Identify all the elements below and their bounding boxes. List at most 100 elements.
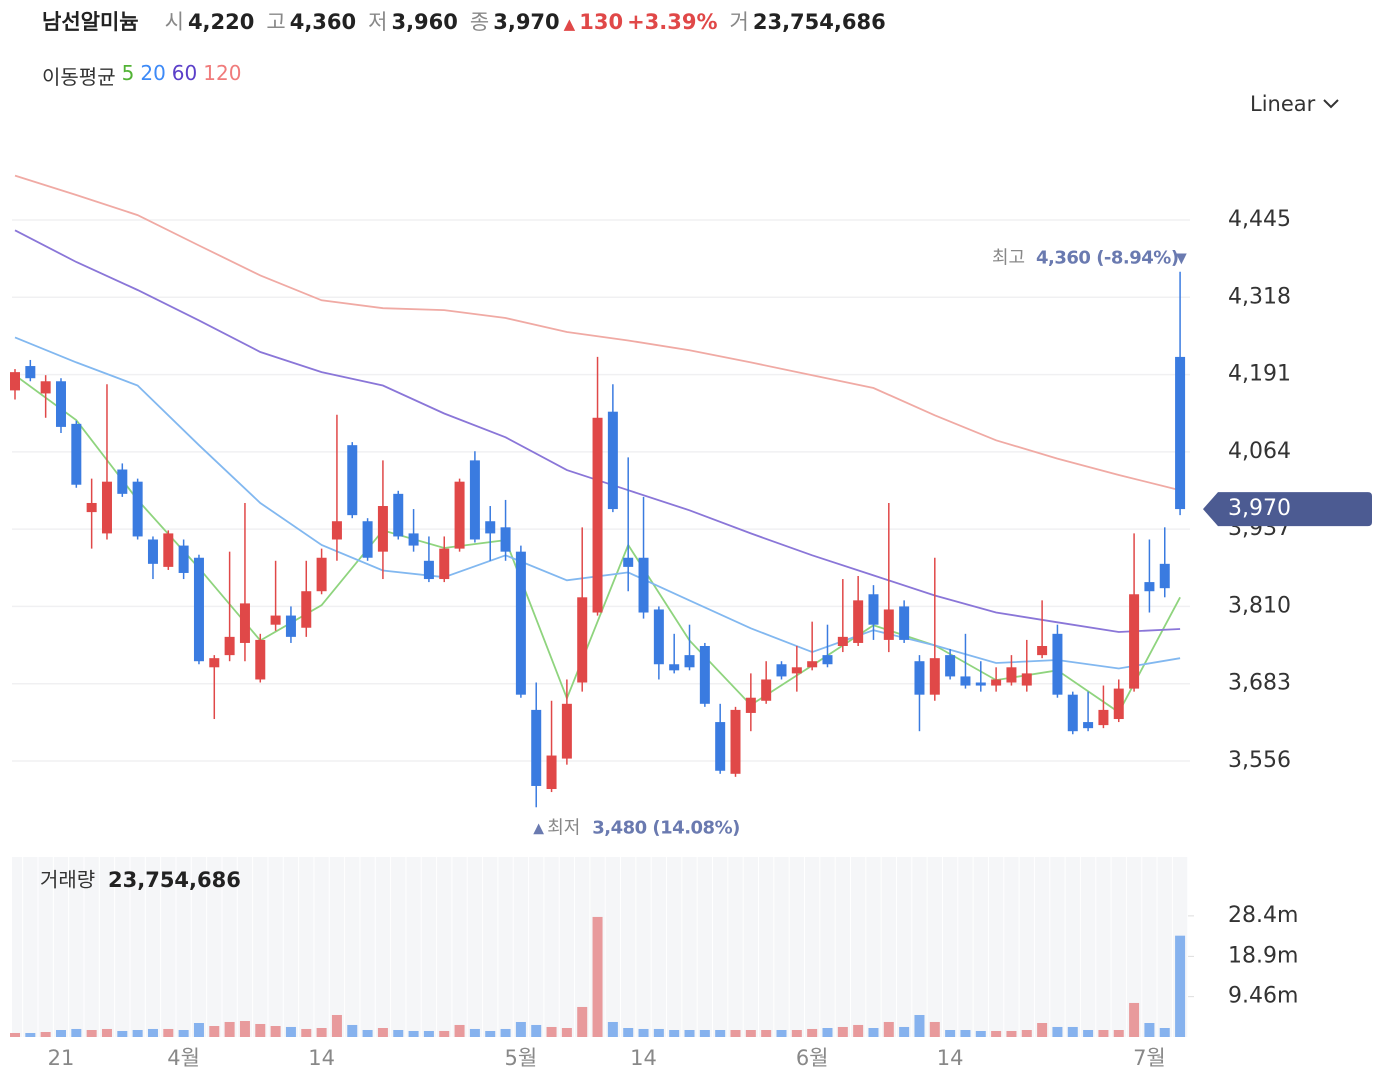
candle-body [914, 661, 925, 695]
candle-body [684, 655, 695, 668]
volume-bar [147, 1028, 158, 1037]
quote-label: 거 [729, 10, 749, 34]
volume-bar [86, 1030, 97, 1037]
volume-bar [945, 1030, 956, 1037]
candle-body [147, 539, 158, 564]
volume-bar [331, 1014, 342, 1037]
volume-bar [561, 1028, 572, 1037]
volume-bar [347, 1024, 358, 1037]
candle-body [1006, 667, 1017, 683]
candle-body [730, 709, 741, 774]
volume-bar [975, 1030, 986, 1037]
candle-body [791, 667, 802, 674]
volume-bar [40, 1032, 51, 1037]
candle-body [653, 609, 664, 665]
volume-bar [285, 1026, 296, 1037]
candle-body [469, 460, 480, 540]
volume-bar [362, 1030, 373, 1037]
volume-bar [715, 1030, 726, 1037]
candle-body [362, 521, 373, 558]
candle-body [776, 664, 787, 677]
volume-bar [623, 1028, 634, 1037]
volume-bar [868, 1028, 879, 1037]
candle-body [822, 655, 833, 665]
y-tick-label: 4,064 [1228, 439, 1291, 464]
volume-bar [991, 1030, 1002, 1037]
volume-bar [10, 1032, 20, 1037]
candle-body [224, 636, 235, 656]
candle-body [331, 521, 342, 540]
candle-body [132, 481, 143, 537]
volume-bar [515, 1021, 526, 1037]
candle-body [101, 481, 112, 534]
ma-line [14, 174, 1181, 492]
volume-bar [1083, 1030, 1094, 1037]
annotation-value: 3,480 (14.08%) [592, 817, 740, 838]
quote-label: 종 [469, 10, 490, 34]
candle-body [40, 381, 51, 394]
volume-bar [1144, 1023, 1155, 1037]
volume-bar [807, 1028, 818, 1037]
volume-bar [853, 1024, 864, 1037]
volume-bar [745, 1030, 756, 1037]
y-tick-label: 3,556 [1228, 748, 1291, 773]
candle-body [255, 639, 266, 680]
x-tick-label: 21 [48, 1046, 75, 1070]
volume-bar [270, 1025, 281, 1037]
candle-body [1144, 582, 1155, 592]
candle-body [239, 603, 250, 643]
quote-header: 남선알미늄 시 4,220 고 4,360 저 3,960 종 3,970 ▲ 130 +… [42, 6, 886, 36]
candle-body [301, 591, 312, 628]
candle-body [347, 445, 358, 516]
candle-body [270, 615, 281, 625]
volume-bar [469, 1028, 480, 1037]
candle-body [991, 679, 1002, 686]
x-tick-label: 4월 [167, 1046, 200, 1070]
ma-line [14, 374, 1181, 714]
quote-value: 3,970 [493, 10, 560, 34]
volume-bar [71, 1028, 82, 1037]
volume-bar [546, 1026, 557, 1037]
y-tick-label: 18.9m [1228, 943, 1298, 968]
candle-body [531, 709, 542, 786]
candle-body [316, 557, 327, 592]
volume-bar [485, 1030, 496, 1037]
x-tick-label: 14 [937, 1046, 964, 1070]
price-badge [1203, 492, 1372, 527]
candle-body [500, 527, 511, 552]
quote-label: 고 [266, 10, 286, 34]
y-tick-label: 28.4m [1228, 903, 1298, 928]
candle-body [423, 560, 434, 580]
candle-body [71, 423, 82, 485]
volume-bar [454, 1024, 465, 1037]
candle-body [546, 755, 557, 790]
volume-bar [55, 1030, 66, 1037]
volume-bar [822, 1028, 833, 1037]
candle-body [607, 411, 618, 510]
volume-bar [776, 1030, 787, 1037]
volume-bar [883, 1021, 894, 1037]
quote-value: 4,220 [187, 10, 255, 34]
candle-body [883, 609, 894, 640]
legend-entry: 120 [203, 61, 242, 85]
candle-body [638, 557, 649, 613]
volume-bar [1021, 1030, 1032, 1037]
volume-bar [1159, 1028, 1170, 1037]
candle-body [485, 521, 496, 534]
volume-bar [607, 1021, 618, 1037]
scale-label: Linear [1250, 92, 1316, 116]
chevron-icon [1323, 99, 1339, 109]
volume-bar [408, 1030, 419, 1037]
legend-title: 이동평균 [42, 65, 116, 89]
candle-body [1098, 709, 1109, 726]
candle-body [377, 506, 388, 552]
volume-bar [837, 1026, 848, 1037]
volume-bar [163, 1028, 174, 1037]
y-tick-label: 3,683 [1228, 671, 1291, 696]
candle-body [899, 606, 910, 640]
x-tick-label: 14 [308, 1046, 335, 1070]
volume-bar [316, 1028, 327, 1037]
scale-dropdown[interactable]: Linear [1250, 92, 1339, 116]
volume-bar [1098, 1030, 1109, 1037]
legend-entry: 20 [140, 61, 166, 85]
